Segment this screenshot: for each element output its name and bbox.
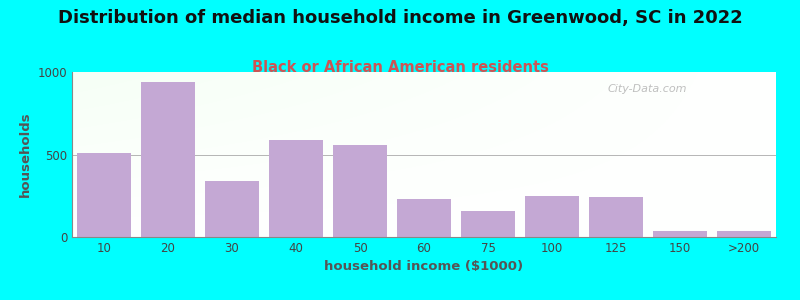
Text: City-Data.com: City-Data.com [607,83,686,94]
Bar [205,181,259,237]
Bar [397,199,451,237]
Bar [269,140,323,237]
Bar [333,145,387,237]
Text: Distribution of median household income in Greenwood, SC in 2022: Distribution of median household income … [58,9,742,27]
Bar [717,231,771,237]
Y-axis label: households: households [19,112,32,197]
X-axis label: household income ($1000): household income ($1000) [325,260,523,273]
Bar [461,212,515,237]
Bar [141,82,195,237]
Bar [77,153,131,237]
Bar [589,197,643,237]
Text: Black or African American residents: Black or African American residents [251,60,549,75]
Bar [653,231,707,237]
Bar [525,196,579,237]
